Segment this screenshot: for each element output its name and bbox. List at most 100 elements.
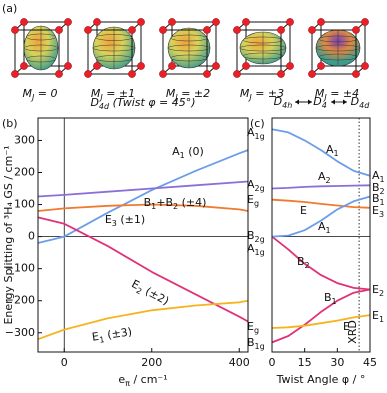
plot-frame (37, 117, 249, 353)
text-part: E (343, 320, 350, 333)
series-label: A1 (0) (172, 145, 204, 160)
orbital-icon (233, 18, 294, 78)
subscript: 1g (255, 132, 265, 141)
subscript: 4d (99, 102, 110, 111)
subscript: g (254, 326, 259, 335)
series-label: Eg (247, 320, 259, 335)
text-part: E (372, 283, 379, 296)
y-tick-label: 200 (14, 165, 35, 178)
text-part: A (247, 242, 255, 255)
ligand (308, 26, 316, 34)
symmetry-label: D4d (351, 95, 371, 110)
x-tick-label: 45 (363, 356, 377, 369)
mj-label: MJ = ±1 (91, 87, 135, 102)
ligand (308, 70, 316, 78)
subscript: J (98, 93, 103, 102)
subscript: 2 (305, 261, 310, 270)
symmetry-label: D4h (274, 95, 293, 110)
ligand (352, 26, 360, 34)
subscript: 1 (379, 315, 384, 324)
series-label: A1 (372, 169, 385, 184)
subscript: 1 (151, 202, 156, 211)
ligand (352, 70, 360, 78)
text-part: +B (156, 196, 173, 209)
subscript: 3 (379, 210, 384, 219)
subscript: 1 (99, 335, 105, 345)
subscript: 2 (326, 176, 331, 185)
text-part: = ±3 (252, 87, 284, 100)
ligand (361, 62, 369, 70)
text-part: B (247, 336, 255, 349)
series-label: B2g (247, 229, 265, 244)
text-part: (±2) (140, 283, 171, 308)
subscript: 1 (334, 149, 339, 158)
subscript: J (322, 93, 327, 102)
y-tick-label: 100 (14, 198, 35, 211)
text-part: (±1) (117, 213, 145, 226)
subscript: g (254, 199, 259, 208)
x-tick-label: 15 (298, 356, 312, 369)
ligand (212, 62, 220, 70)
text-part: E (372, 204, 379, 217)
plot-frame (271, 117, 371, 353)
ligand (242, 18, 250, 26)
series-line (271, 235, 371, 291)
x-tick-label: 0 (269, 356, 276, 369)
mj-label: MJ = ±4 (315, 87, 359, 102)
series-line (37, 180, 249, 198)
ligand (128, 70, 136, 78)
text-part: A (318, 220, 326, 233)
text-part: D (351, 95, 359, 108)
text-part: = 0 (34, 87, 57, 100)
text-part: / cm⁻¹ (130, 373, 168, 386)
ligand (55, 26, 63, 34)
series-line (271, 195, 371, 238)
subscript: 2 (173, 202, 178, 211)
ligand (55, 70, 63, 78)
ligand (93, 18, 101, 26)
mj-label: MJ = ±2 (166, 87, 210, 102)
subscript: J (173, 93, 178, 102)
ligand (277, 70, 285, 78)
series-label: A2 (318, 170, 331, 185)
text-part: M (240, 87, 250, 100)
series-label: A1 (326, 143, 339, 158)
text-part: M (22, 87, 32, 100)
text-part: M (91, 87, 101, 100)
arrowhead (331, 99, 347, 105)
text-part: A (318, 170, 326, 183)
subscript: 1 (380, 175, 385, 184)
ligand (242, 62, 250, 70)
subscript: 2 (379, 289, 384, 298)
x-axis-label: eπ / cm⁻¹ (118, 373, 167, 388)
y-tick-label: 300 (14, 133, 35, 146)
subscript: 2g (255, 235, 265, 244)
ligand (11, 26, 19, 34)
mj-label: MJ = ±3 (240, 87, 284, 102)
series-label: Eg (247, 193, 259, 208)
ligand (203, 70, 211, 78)
series-line (37, 216, 249, 323)
ligand (233, 70, 241, 78)
text-part: E (300, 204, 307, 217)
subscript: 1g (255, 248, 265, 257)
series-line (271, 128, 371, 177)
orbital-icon (84, 18, 145, 78)
ligand (20, 18, 28, 26)
panel-label: (a) (2, 2, 17, 15)
text-part: B (372, 181, 380, 194)
text-part: (±3) (103, 325, 133, 342)
series-label: B1g (247, 336, 265, 351)
subscript: 2g (255, 184, 265, 193)
subscript: 1g (255, 342, 265, 351)
series-line (271, 314, 371, 329)
panel-label: (b) (2, 117, 18, 130)
ligand (93, 62, 101, 70)
ligand (203, 26, 211, 34)
text-part: E (91, 330, 100, 344)
text-part: A (172, 145, 180, 158)
text-part: D (313, 95, 321, 108)
symmetry-label: D4 (313, 95, 327, 110)
series-label: E1 (±3) (91, 325, 133, 345)
